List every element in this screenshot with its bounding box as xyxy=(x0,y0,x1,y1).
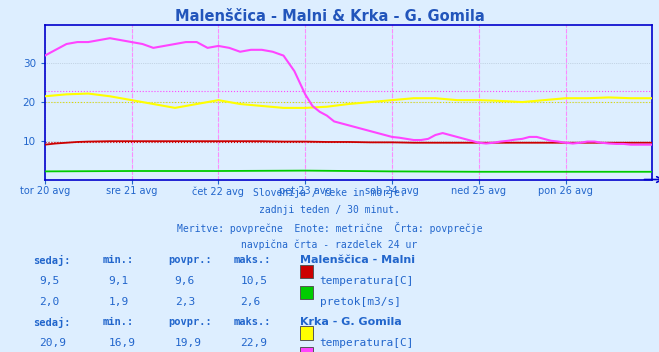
Text: min.:: min.: xyxy=(102,317,133,327)
Text: temperatura[C]: temperatura[C] xyxy=(320,276,414,286)
Text: 19,9: 19,9 xyxy=(175,338,202,348)
Text: 10,5: 10,5 xyxy=(241,276,268,286)
Text: 22,9: 22,9 xyxy=(241,338,268,348)
Text: sedaj:: sedaj: xyxy=(33,317,71,328)
Text: sedaj:: sedaj: xyxy=(33,255,71,266)
Text: Meritve: povprečne  Enote: metrične  Črta: povprečje: Meritve: povprečne Enote: metrične Črta:… xyxy=(177,222,482,234)
Text: 1,9: 1,9 xyxy=(109,297,129,307)
Text: 9,5: 9,5 xyxy=(40,276,60,286)
Text: 16,9: 16,9 xyxy=(109,338,136,348)
Text: maks.:: maks.: xyxy=(234,255,272,265)
Text: temperatura[C]: temperatura[C] xyxy=(320,338,414,348)
Text: povpr.:: povpr.: xyxy=(168,255,212,265)
Text: 20,9: 20,9 xyxy=(40,338,67,348)
Text: 9,6: 9,6 xyxy=(175,276,195,286)
Text: 2,3: 2,3 xyxy=(175,297,195,307)
Text: pretok[m3/s]: pretok[m3/s] xyxy=(320,297,401,307)
Text: 2,6: 2,6 xyxy=(241,297,261,307)
Text: Krka - G. Gomila: Krka - G. Gomila xyxy=(300,317,401,327)
Text: povpr.:: povpr.: xyxy=(168,317,212,327)
Text: zadnji teden / 30 minut.: zadnji teden / 30 minut. xyxy=(259,205,400,215)
Text: 9,1: 9,1 xyxy=(109,276,129,286)
Text: Malenščica - Malni: Malenščica - Malni xyxy=(300,255,415,265)
Text: Malenščica - Malni & Krka - G. Gomila: Malenščica - Malni & Krka - G. Gomila xyxy=(175,9,484,24)
Text: Slovenija / reke in morje.: Slovenija / reke in morje. xyxy=(253,188,406,198)
Text: 2,0: 2,0 xyxy=(40,297,60,307)
Text: min.:: min.: xyxy=(102,255,133,265)
Text: navpična črta - razdelek 24 ur: navpična črta - razdelek 24 ur xyxy=(241,239,418,250)
Text: maks.:: maks.: xyxy=(234,317,272,327)
